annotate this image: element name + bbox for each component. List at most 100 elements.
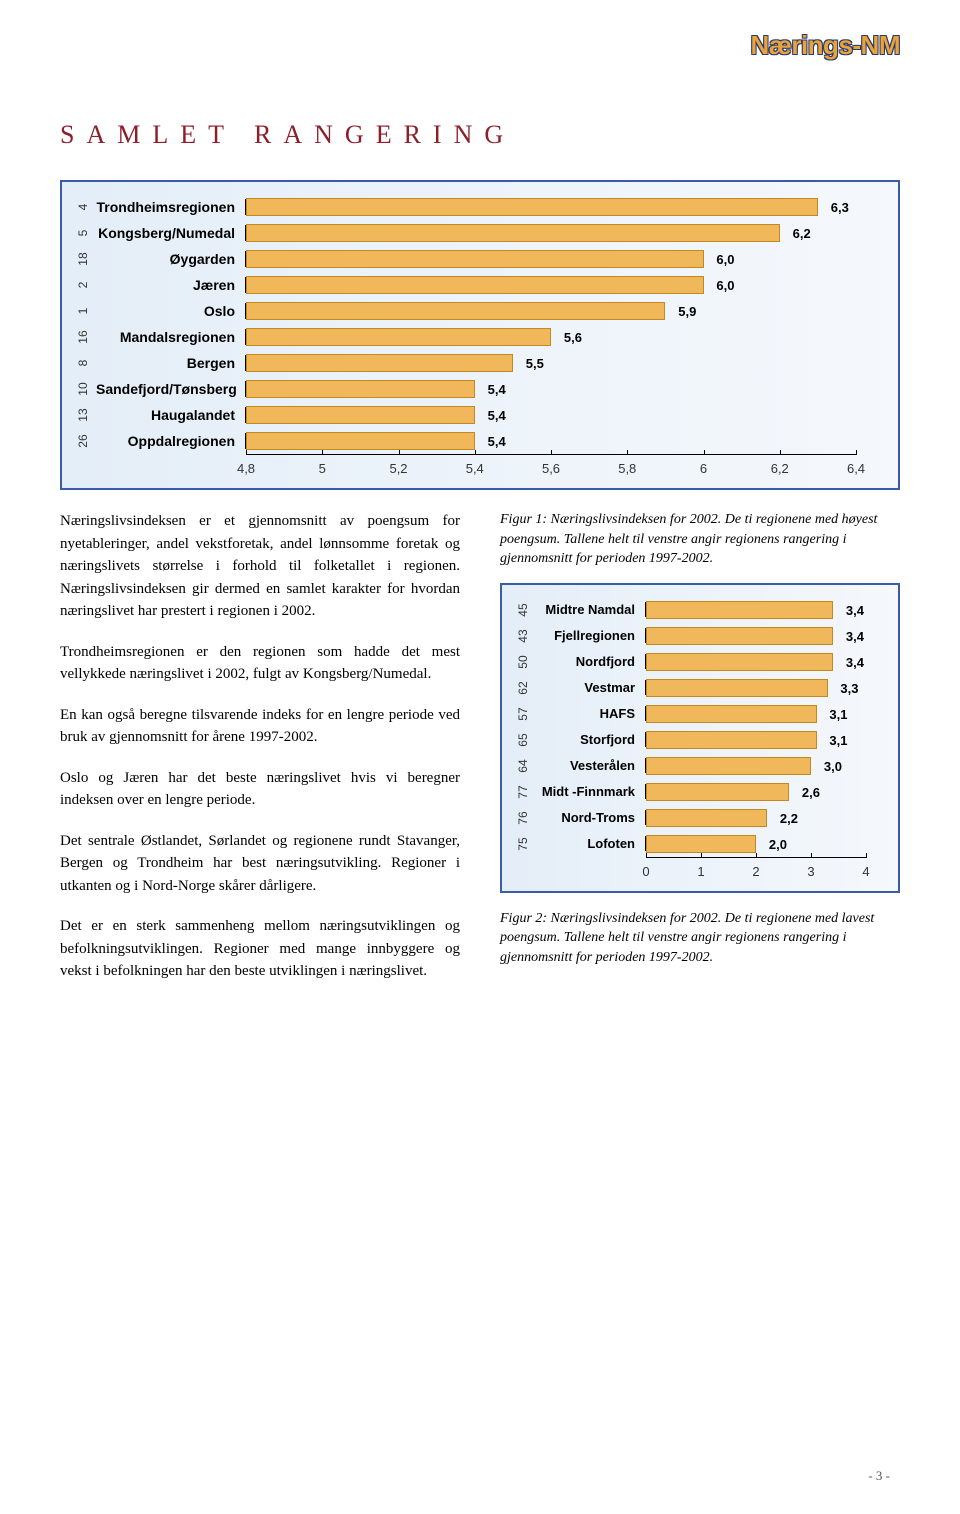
bar-value: 5,4 bbox=[488, 433, 506, 451]
bar-label: Mandalsregionen bbox=[96, 329, 246, 345]
bar-rank: 4 bbox=[76, 194, 90, 220]
bar: 6,0 bbox=[246, 250, 704, 268]
bar-value: 5,4 bbox=[488, 381, 506, 399]
bar-value: 2,2 bbox=[780, 810, 798, 828]
bar: 3,0 bbox=[646, 757, 811, 775]
figure-caption-2: Figur 2: Næringslivsindeksen for 2002. D… bbox=[500, 909, 900, 968]
bar-row: 62Vestmar3,3 bbox=[510, 675, 878, 701]
bar-row: 64Vesterålen3,0 bbox=[510, 753, 878, 779]
bar-rank: 10 bbox=[76, 376, 90, 402]
body-column-left: Næringslivsindeksen er et gjennomsnitt a… bbox=[60, 510, 460, 1001]
bar: 3,3 bbox=[646, 679, 828, 697]
chart-bottom-regions: 45Midtre Namdal3,443Fjellregionen3,450No… bbox=[500, 583, 900, 893]
bar-label: Haugalandet bbox=[96, 407, 246, 423]
bar-value: 2,6 bbox=[802, 784, 820, 802]
bar: 3,1 bbox=[646, 705, 817, 723]
bar-value: 3,4 bbox=[846, 654, 864, 672]
bar-label: Vesterålen bbox=[536, 758, 646, 773]
bar-label: Nord-Troms bbox=[536, 810, 646, 825]
bar-row: 57HAFS3,1 bbox=[510, 701, 878, 727]
chart-top-regions: 4Trondheimsregionen6,35Kongsberg/Numedal… bbox=[60, 180, 900, 490]
bar-value: 5,9 bbox=[678, 303, 696, 321]
x-axis-tick: 2 bbox=[752, 864, 759, 879]
x-axis-tick: 4 bbox=[862, 864, 869, 879]
bar-row: 75Lofoten2,0 bbox=[510, 831, 878, 857]
bar-value: 5,5 bbox=[526, 355, 544, 373]
bar: 3,4 bbox=[646, 653, 833, 671]
bar-label: Fjellregionen bbox=[536, 628, 646, 643]
bar-rank: 65 bbox=[516, 727, 530, 753]
bar-row: 65 Storfjord 3,1 bbox=[510, 727, 878, 753]
x-axis-tick: 5,8 bbox=[618, 461, 636, 476]
bar-value: 3,0 bbox=[824, 758, 842, 776]
bar-label: Lofoten bbox=[536, 836, 646, 851]
x-axis-tick: 3 bbox=[807, 864, 814, 879]
bar-track: 3,3 bbox=[646, 675, 866, 701]
bar-rank: 57 bbox=[516, 701, 530, 727]
x-axis-tick: 6,4 bbox=[847, 461, 865, 476]
bar-rank: 16 bbox=[76, 324, 90, 350]
bar-track: 5,4 bbox=[246, 402, 856, 428]
bar: 5,6 bbox=[246, 328, 551, 346]
bar-track: 3,0 bbox=[646, 753, 866, 779]
bar-label: Storfjord bbox=[536, 732, 646, 747]
bar-row: 4Trondheimsregionen6,3 bbox=[70, 194, 878, 220]
bar-rank: 2 bbox=[76, 272, 90, 298]
bar-label: Nordfjord bbox=[536, 654, 646, 669]
bar-label: Kongsberg/Numedal bbox=[96, 225, 246, 241]
bar-label: Oppdalregionen bbox=[96, 433, 246, 449]
bar-label: HAFS bbox=[536, 706, 646, 721]
x-axis-tick: 6 bbox=[700, 461, 707, 476]
bar-rank: 77 bbox=[516, 779, 530, 805]
bar: 2,2 bbox=[646, 809, 767, 827]
bar-value: 2,0 bbox=[769, 836, 787, 854]
bar-value: 3,3 bbox=[840, 680, 858, 698]
bar-value: 3,1 bbox=[829, 706, 847, 724]
bar-rank: 64 bbox=[516, 753, 530, 779]
bar-row: 10Sandefjord/Tønsberg5,4 bbox=[70, 376, 878, 402]
bar-value: 3,1 bbox=[829, 732, 847, 750]
body-column-right: Figur 1: Næringslivsindeksen for 2002. D… bbox=[500, 510, 900, 1001]
bar: 5,4 bbox=[246, 406, 475, 424]
paragraph: Trondheimsregionen er den regionen som h… bbox=[60, 641, 460, 686]
bar-label: Midt -Finnmark bbox=[536, 784, 646, 799]
figure-caption-1: Figur 1: Næringslivsindeksen for 2002. D… bbox=[500, 510, 900, 569]
bar-track: 2,6 bbox=[646, 779, 866, 805]
bar-track: 6,0 bbox=[246, 246, 856, 272]
bar-row: 50Nordfjord3,4 bbox=[510, 649, 878, 675]
bar: 6,3 bbox=[246, 198, 818, 216]
bar-track: 3,4 bbox=[646, 623, 866, 649]
paragraph: En kan også beregne tilsvarende indeks f… bbox=[60, 704, 460, 749]
x-axis-tick: 6,2 bbox=[771, 461, 789, 476]
paragraph: Oslo og Jæren har det beste næringslivet… bbox=[60, 767, 460, 812]
x-axis-tick: 4,8 bbox=[237, 461, 255, 476]
bar-track: 3,4 bbox=[646, 597, 866, 623]
bar-row: 77Midt -Finnmark2,6 bbox=[510, 779, 878, 805]
bar-track: 6,2 bbox=[246, 220, 856, 246]
bar: 2,0 bbox=[646, 835, 756, 853]
bar-value: 6,2 bbox=[793, 225, 811, 243]
bar: 5,4 bbox=[246, 380, 475, 398]
bar: 5,4 bbox=[246, 432, 475, 450]
bar-value: 6,0 bbox=[716, 277, 734, 295]
bar-rank: 45 bbox=[516, 597, 530, 623]
bar-row: 13Haugalandet5,4 bbox=[70, 402, 878, 428]
bar-track: 3,1 bbox=[646, 727, 866, 753]
bar-rank: 8 bbox=[76, 350, 90, 376]
bar-row: 18Øygarden6,0 bbox=[70, 246, 878, 272]
bar-value: 3,4 bbox=[846, 602, 864, 620]
bar-rank: 50 bbox=[516, 649, 530, 675]
bar-value: 6,3 bbox=[831, 199, 849, 217]
section-title: SAMLET RANGERING bbox=[60, 120, 900, 150]
bar: 2,6 bbox=[646, 783, 789, 801]
bar-rank: 62 bbox=[516, 675, 530, 701]
bar-track: 5,5 bbox=[246, 350, 856, 376]
bar-track: 2,2 bbox=[646, 805, 866, 831]
bar: 3,4 bbox=[646, 601, 833, 619]
bar-track: 3,4 bbox=[646, 649, 866, 675]
bar: 5,5 bbox=[246, 354, 513, 372]
bar-row: 16 Mandalsregionen5,6 bbox=[70, 324, 878, 350]
bar-rank: 26 bbox=[76, 428, 90, 454]
x-axis-tick: 5,4 bbox=[466, 461, 484, 476]
paragraph: Det sentrale Østlandet, Sørlandet og reg… bbox=[60, 830, 460, 898]
